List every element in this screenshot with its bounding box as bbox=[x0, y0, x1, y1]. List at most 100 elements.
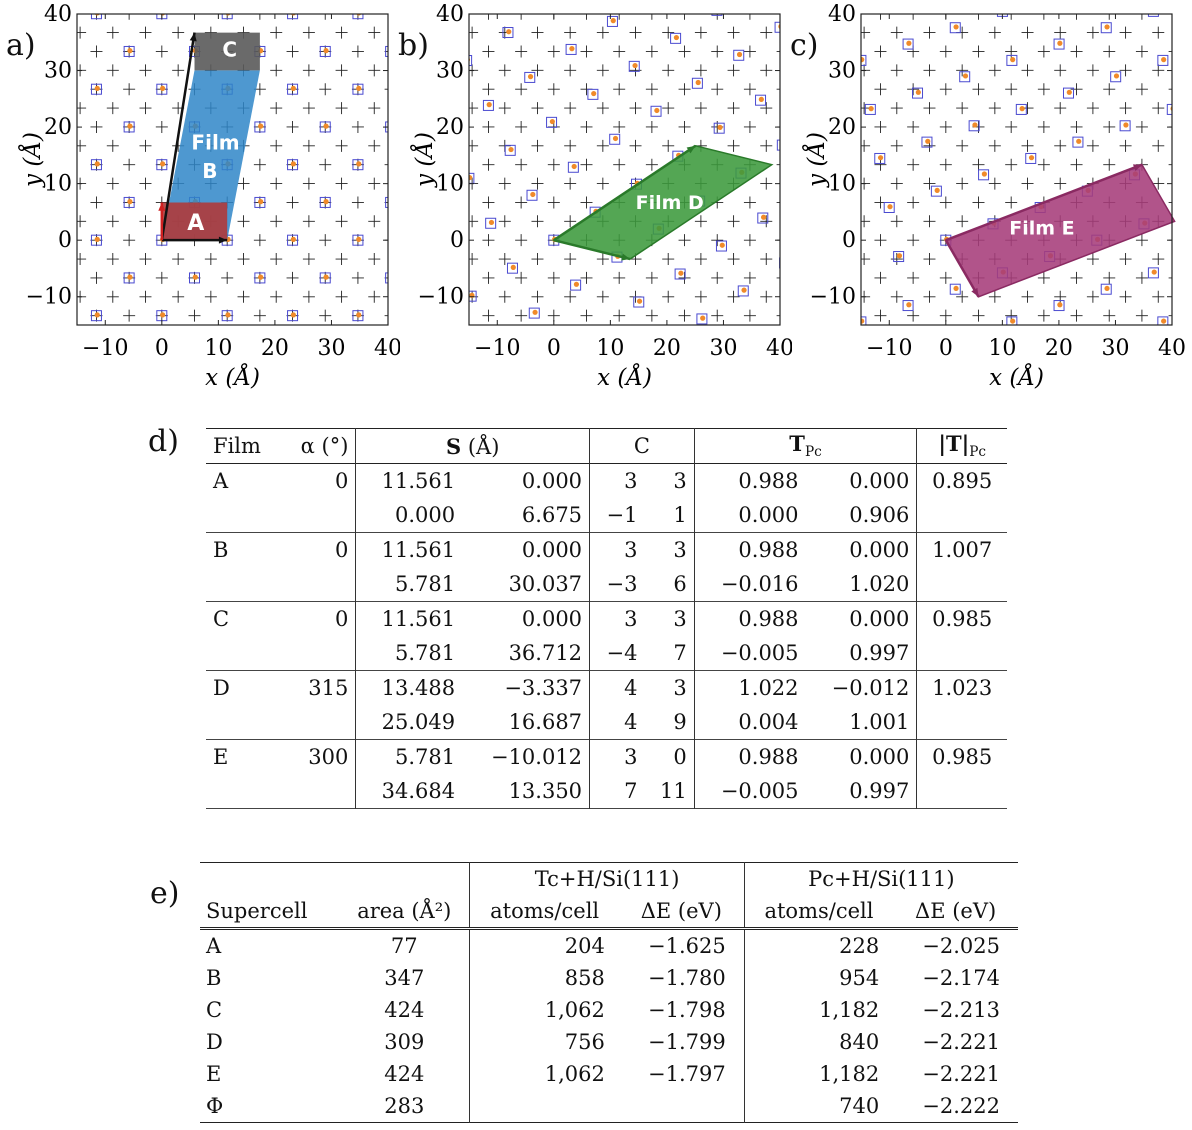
square-marker bbox=[123, 196, 135, 208]
cross-marker bbox=[629, 26, 642, 39]
dot-marker bbox=[225, 312, 231, 318]
cross-marker bbox=[1005, 158, 1018, 171]
s-cell: 0.000 bbox=[355, 498, 463, 533]
cross-marker bbox=[1037, 309, 1050, 322]
cross-marker bbox=[1022, 329, 1034, 341]
t-cell: −0.005 bbox=[693, 774, 806, 809]
dot-marker bbox=[94, 161, 100, 167]
cross-marker bbox=[1054, 64, 1067, 77]
cross-marker bbox=[238, 329, 250, 341]
cross-marker bbox=[907, 120, 920, 133]
square-marker bbox=[319, 45, 331, 57]
c-cell: 1 bbox=[673, 503, 687, 527]
dot-marker bbox=[877, 155, 884, 161]
dot-marker bbox=[778, 24, 780, 29]
cross-marker bbox=[1086, 64, 1099, 77]
cross-marker bbox=[221, 14, 234, 20]
cross-marker bbox=[760, 290, 773, 303]
cross-marker bbox=[1086, 26, 1099, 39]
cross-marker bbox=[564, 177, 577, 190]
cross-marker bbox=[890, 177, 903, 190]
cross-marker bbox=[1005, 196, 1018, 209]
cross-marker bbox=[613, 120, 626, 133]
dot-marker bbox=[94, 85, 100, 92]
square-marker bbox=[287, 234, 299, 246]
film-parameters-table: Film α (°) S (Å) C TPc |T|Pc A 0 11.561 0.0… bbox=[206, 428, 1007, 809]
cross-marker bbox=[368, 64, 381, 77]
x-tick-label: −10 bbox=[866, 336, 912, 361]
cross-marker bbox=[630, 329, 642, 341]
cross-marker bbox=[743, 271, 756, 284]
tabs-cell: 0.895 bbox=[916, 463, 1007, 498]
cross-marker bbox=[711, 309, 724, 322]
square-marker bbox=[504, 144, 516, 156]
y-tick-label: 30 bbox=[44, 59, 72, 84]
c-cell: 9 bbox=[673, 710, 687, 734]
s-cell: 36.712 bbox=[508, 641, 583, 665]
alpha-cell bbox=[281, 498, 356, 533]
cross-marker bbox=[1103, 45, 1116, 58]
cross-marker bbox=[956, 329, 968, 341]
cross-marker bbox=[106, 215, 119, 228]
dot-marker bbox=[291, 14, 296, 16]
cross-marker bbox=[351, 271, 364, 284]
header-area: area (Å²) bbox=[357, 899, 452, 923]
cross-marker bbox=[923, 102, 936, 115]
dot-marker bbox=[488, 219, 495, 226]
square-marker bbox=[921, 136, 933, 148]
alpha-cell: 0 bbox=[335, 469, 349, 493]
y-tick-label: −10 bbox=[26, 285, 72, 310]
cross-marker bbox=[90, 45, 103, 58]
square-marker bbox=[587, 88, 599, 100]
cross-marker bbox=[874, 234, 887, 247]
cross-marker bbox=[319, 158, 332, 171]
arrow-head bbox=[1132, 164, 1142, 171]
alpha-cell: 0 bbox=[335, 607, 349, 631]
cross-marker bbox=[596, 290, 609, 303]
square-marker bbox=[156, 159, 168, 171]
cross-marker bbox=[515, 271, 528, 284]
cross-marker bbox=[123, 83, 136, 96]
square-marker bbox=[221, 310, 233, 322]
cross-marker bbox=[613, 45, 626, 58]
cross-marker bbox=[678, 83, 691, 96]
dot-marker bbox=[591, 90, 597, 97]
s-cell: 0.000 bbox=[521, 607, 583, 631]
dot-marker bbox=[323, 123, 329, 129]
square-marker bbox=[221, 14, 233, 20]
de-pc-cell: −2.221 bbox=[922, 1030, 1000, 1054]
square-marker bbox=[90, 234, 102, 246]
dot-marker bbox=[906, 40, 912, 46]
table-row: B 0 11.561 0.000 3 3 0.988 0.000 1.007 bbox=[206, 532, 1007, 567]
x-axis-label: x (Å) bbox=[205, 363, 260, 391]
cross-marker bbox=[515, 158, 528, 171]
table-row: B 347 858 −1.780 954 −2.174 bbox=[200, 962, 1018, 994]
cross-marker bbox=[1152, 139, 1165, 152]
cross-marker bbox=[204, 253, 217, 266]
film-cell bbox=[206, 705, 281, 740]
cross-marker bbox=[727, 215, 740, 228]
cross-marker bbox=[1037, 271, 1050, 284]
square-marker bbox=[90, 159, 102, 171]
cross-marker bbox=[515, 45, 528, 58]
cross-marker bbox=[1168, 201, 1172, 203]
cross-marker bbox=[1135, 271, 1148, 284]
cross-marker bbox=[760, 215, 773, 228]
square-marker bbox=[1025, 152, 1037, 164]
x-tick-label: −10 bbox=[82, 336, 128, 361]
dot-marker bbox=[1028, 155, 1035, 161]
cross-marker bbox=[286, 196, 299, 209]
cross-marker bbox=[662, 253, 675, 266]
dot-marker bbox=[94, 312, 100, 318]
film-row-group: E 300 5.781 −10.012 3 0 0.988 0.000 0.985 34.684 1… bbox=[206, 739, 1007, 809]
s-cell: 34.684 bbox=[355, 774, 463, 809]
square-marker bbox=[591, 324, 603, 325]
cross-marker bbox=[384, 88, 388, 90]
square-marker bbox=[755, 94, 767, 106]
cross-marker bbox=[861, 253, 871, 266]
cross-marker bbox=[335, 26, 348, 39]
film-row-group: D 315 13.488 −3.337 4 3 1.022 −0.012 1.023 25.049… bbox=[206, 670, 1007, 740]
square-marker bbox=[287, 14, 299, 20]
cross-marker bbox=[547, 271, 560, 284]
film-label: Film bbox=[191, 131, 239, 155]
